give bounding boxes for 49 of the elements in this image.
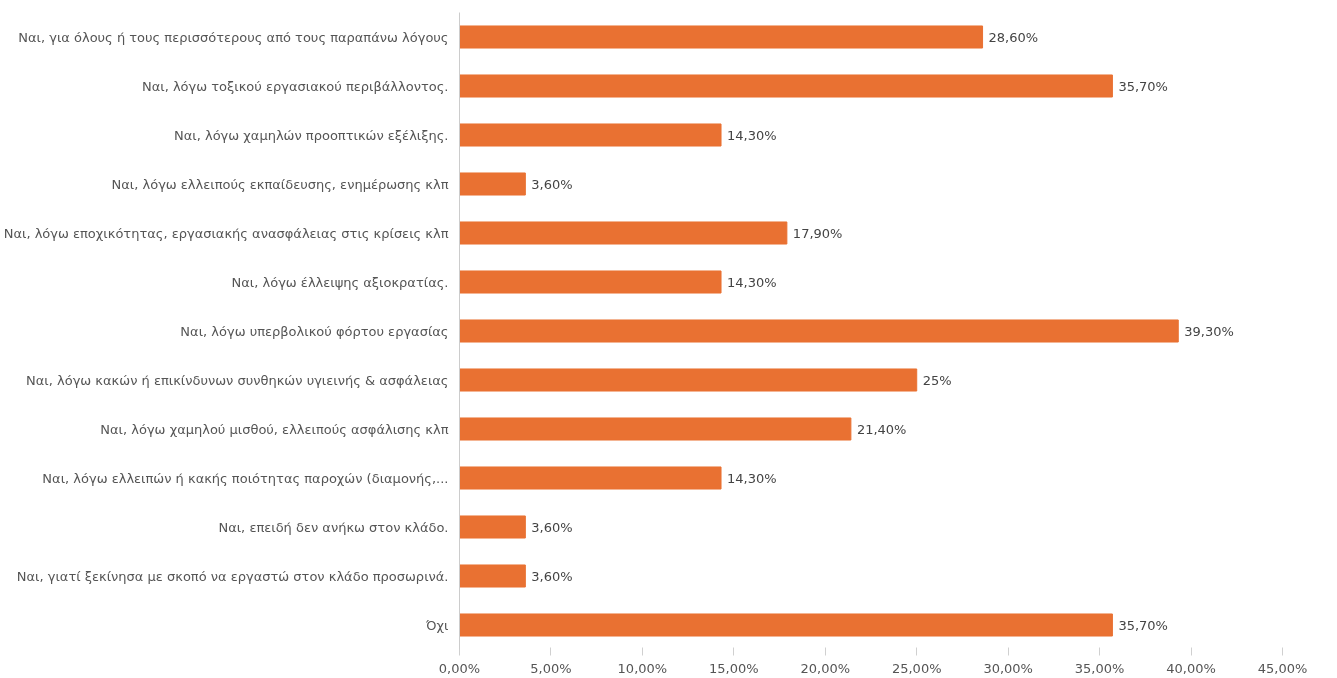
bar	[459, 466, 722, 490]
x-tick-label: 25,00%	[891, 660, 942, 676]
x-tick-label: 35,00%	[1074, 660, 1125, 676]
y-tick-label: Όχι	[425, 617, 449, 633]
y-tick-label: Ναι, λόγω ελλειπούς εκπαίδευσης, ενημέρωσης κλπ	[111, 176, 449, 192]
x-tick-label: 5,00%	[530, 660, 572, 676]
data-label: 14,30%	[727, 274, 777, 290]
bar	[459, 417, 852, 441]
data-label: 14,30%	[727, 127, 777, 143]
bar	[459, 270, 722, 294]
bar	[459, 564, 526, 588]
data-label: 3,60%	[531, 519, 573, 535]
y-tick-label: Ναι, λόγω εποχικότητας, εργασιακής ανασφάλειας στις κρίσεις κλπ	[3, 225, 449, 241]
x-tick-label: 10,00%	[617, 660, 668, 676]
data-label: 14,30%	[727, 470, 777, 486]
data-label: 39,30%	[1184, 323, 1234, 339]
bar	[459, 319, 1179, 343]
bar	[459, 515, 526, 539]
y-tick-label: Ναι, λόγω υπερβολικού φόρτου εργασίας	[180, 323, 449, 339]
data-label: 35,70%	[1118, 78, 1168, 94]
bar	[459, 368, 918, 392]
y-tick-label: Ναι, λόγω ελλειπών ή κακής ποιότητας παροχών (διαμονής,...	[42, 470, 449, 486]
bar	[459, 221, 788, 245]
y-tick-label: Ναι, λόγω έλλειψης αξιοκρατίας.	[231, 274, 449, 290]
y-tick-label: Ναι, λόγω τοξικού εργασιακού περιβάλλοντος.	[141, 78, 449, 94]
x-tick-label: 15,00%	[709, 660, 759, 676]
y-tick-label: Ναι, λόγω χαμηλού μισθού, ελλειπούς ασφάλισης κλπ	[100, 421, 449, 437]
y-tick-label: Ναι, λόγω κακών ή επικίνδυνων συνθηκών υγιεινής & ασφάλειας	[26, 372, 449, 388]
data-label: 21,40%	[856, 421, 907, 437]
bar	[459, 74, 1113, 98]
data-label: 17,90%	[792, 225, 843, 241]
x-tick-label: 0,00%	[438, 660, 481, 676]
x-tick-label: 40,00%	[1166, 660, 1216, 676]
y-tick-label: Ναι, λόγω χαμηλών προοπτικών εξέλιξης.	[174, 127, 449, 143]
y-tick-label: Ναι, γιατί ξεκίνησα με σκοπό να εργαστώ στον κλάδο προσωρινά.	[16, 568, 449, 584]
x-tick-label: 30,00%	[983, 660, 1033, 676]
bar	[459, 123, 722, 147]
data-label: 3,60%	[531, 176, 573, 192]
data-label: 28,60%	[988, 29, 1039, 45]
data-label: 3,60%	[531, 568, 573, 584]
data-label: 25%	[922, 372, 952, 388]
y-tick-label: Ναι, επειδή δεν ανήκω στον κλάδο.	[218, 519, 449, 535]
bar	[459, 172, 526, 196]
x-tick-label: 45,00%	[1257, 660, 1308, 676]
y-tick-label: Ναι, για όλους ή τους περισσότερους από τους παραπάνω λόγους	[18, 29, 449, 45]
bar	[459, 613, 1113, 637]
data-label: 35,70%	[1118, 617, 1168, 633]
x-tick-label: 20,00%	[800, 660, 851, 676]
bar	[459, 25, 984, 49]
